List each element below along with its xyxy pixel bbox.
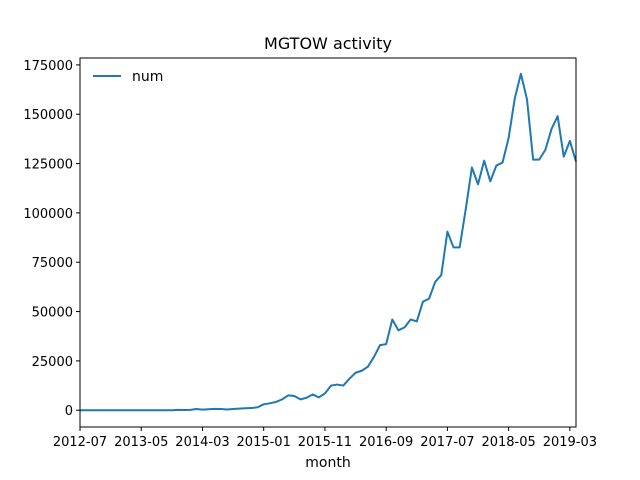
y-tick-label: 100000 xyxy=(23,207,73,222)
legend: num xyxy=(93,69,163,85)
series-line-num xyxy=(80,72,577,412)
y-tick-label: 150000 xyxy=(23,108,73,123)
x-axis: 2012-07 2013-05 2014-03 2015-01 2015-11 2016-… xyxy=(53,427,597,450)
x-tick-label: 2018-05 xyxy=(481,435,535,450)
x-tick-label: 2012-07 xyxy=(53,435,107,450)
x-tick-label: 2014-03 xyxy=(175,435,229,450)
y-tick-label: 0 xyxy=(65,404,73,419)
x-tick-label: 2015-11 xyxy=(298,435,352,450)
y-tick-label: 25000 xyxy=(32,355,73,370)
x-tick-label: 2017-07 xyxy=(420,435,474,450)
series-layer xyxy=(80,72,577,412)
legend-label-num: num xyxy=(132,69,163,85)
y-tick-label: 75000 xyxy=(32,256,73,271)
x-tick-label: 2015-01 xyxy=(237,435,291,450)
y-axis: 0 25000 50000 75000 100000 125000 150000 175000 xyxy=(23,59,80,419)
x-tick-label: 2016-09 xyxy=(359,435,413,450)
x-axis-label: month xyxy=(305,455,350,471)
chart-title: MGTOW activity xyxy=(264,34,392,53)
x-tick-label: 2013-05 xyxy=(114,435,168,450)
y-tick-label: 175000 xyxy=(23,59,73,74)
x-tick-label: 2019-03 xyxy=(543,435,597,450)
y-tick-label: 50000 xyxy=(32,306,73,321)
plot-frame xyxy=(79,57,577,428)
y-tick-label: 125000 xyxy=(23,158,73,173)
